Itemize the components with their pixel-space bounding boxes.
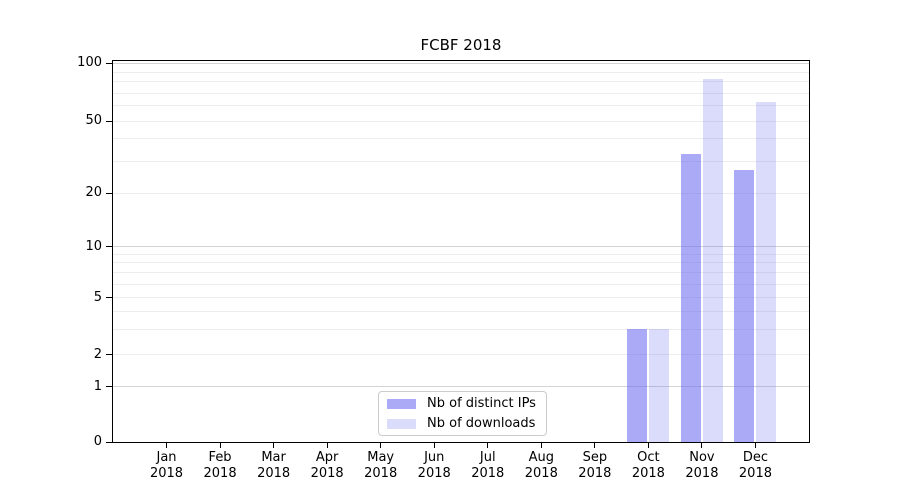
x-tick-month: Jul (479, 450, 496, 465)
plot-area (112, 60, 810, 443)
x-tick-label: Aug 2018 (501, 450, 581, 482)
x-tick-year: 2018 (685, 466, 719, 481)
x-tick-month: Feb (208, 450, 232, 465)
x-tick (326, 443, 328, 448)
y-gridline-minor (113, 138, 809, 140)
y-gridline-minor (113, 328, 809, 330)
y-tick (106, 386, 112, 388)
x-tick-label: Nov 2018 (662, 450, 742, 482)
y-gridline-minor (113, 160, 809, 162)
x-tick-label: Mar 2018 (234, 450, 314, 482)
y-tick-label: 10 (85, 238, 102, 254)
y-tick-label: 5 (93, 289, 102, 305)
x-tick (754, 443, 756, 448)
x-tick (273, 443, 275, 448)
y-gridline-minor (113, 192, 809, 194)
x-tick-month: Mar (261, 450, 286, 465)
legend-swatch (387, 418, 416, 429)
y-gridline-major (113, 62, 809, 64)
bar-downloads (702, 78, 723, 442)
x-tick-year: 2018 (471, 466, 505, 481)
x-tick-month: Apr (315, 450, 339, 465)
x-tick-month: Dec (742, 450, 769, 465)
y-tick-label: 50 (85, 113, 102, 129)
y-gridline-minor (113, 297, 809, 299)
y-tick (106, 354, 112, 356)
x-tick-label: Sep 2018 (555, 450, 635, 482)
legend-label: Nb of distinct IPs (427, 396, 536, 411)
y-gridline-major (113, 386, 809, 388)
y-gridline-minor (113, 272, 809, 274)
x-tick-month: Jun (424, 450, 445, 465)
y-gridline-minor (113, 354, 809, 356)
y-tick (106, 297, 112, 299)
y-gridline-minor (113, 92, 809, 94)
x-tick-month: Oct (637, 450, 660, 465)
x-tick-year: 2018 (417, 466, 451, 481)
bar-distinct-ips (734, 169, 755, 442)
x-tick (487, 443, 489, 448)
x-tick-year: 2018 (257, 466, 291, 481)
x-tick (594, 443, 596, 448)
legend: Nb of distinct IPs Nb of downloads (378, 391, 547, 436)
y-tick-label: 1 (93, 378, 102, 394)
x-tick-year: 2018 (364, 466, 398, 481)
x-tick-label: Feb 2018 (180, 450, 260, 482)
x-tick (219, 443, 221, 448)
legend-swatch (387, 398, 416, 409)
x-tick-month: Aug (528, 450, 554, 465)
y-gridline-minor (113, 120, 809, 122)
x-tick-year: 2018 (310, 466, 344, 481)
x-tick (166, 443, 168, 448)
y-tick (106, 192, 112, 194)
bar-distinct-ips (680, 153, 701, 442)
y-tick (106, 441, 112, 443)
x-tick-month: Nov (689, 450, 715, 465)
x-tick-label: Jun 2018 (394, 450, 474, 482)
x-tick-year: 2018 (738, 466, 772, 481)
legend-item-downloads: Nb of downloads (387, 417, 538, 430)
legend-item-distinct-ips: Nb of distinct IPs (387, 397, 538, 410)
y-gridline-minor (113, 105, 809, 107)
y-tick (106, 120, 112, 122)
y-gridline-minor (113, 283, 809, 285)
y-gridline-minor (113, 81, 809, 83)
chart-title: FCBF 2018 (420, 36, 502, 54)
bar-distinct-ips (627, 329, 648, 442)
y-gridline-minor (113, 262, 809, 264)
x-tick-label: Oct 2018 (608, 450, 688, 482)
x-tick (380, 443, 382, 448)
y-tick-label: 100 (77, 55, 102, 71)
x-tick (647, 443, 649, 448)
y-tick-label: 0 (93, 434, 102, 449)
x-tick-year: 2018 (203, 466, 237, 481)
y-tick-label: 20 (85, 185, 102, 201)
x-tick (540, 443, 542, 448)
bar-downloads (756, 101, 777, 442)
y-gridline-minor (113, 253, 809, 255)
x-tick-label: Dec 2018 (715, 450, 795, 482)
x-tick (701, 443, 703, 448)
x-tick-label: Jan 2018 (127, 450, 207, 482)
x-tick-year: 2018 (578, 466, 612, 481)
x-tick-year: 2018 (524, 466, 558, 481)
y-gridline-minor (113, 311, 809, 313)
y-gridline-major (113, 246, 809, 247)
x-tick-label: Jul 2018 (448, 450, 528, 482)
x-tick-year: 2018 (631, 466, 665, 481)
y-tick-label: 2 (93, 346, 102, 362)
x-tick-month: Sep (582, 450, 608, 465)
x-tick-year: 2018 (149, 466, 184, 481)
x-tick-month: Jan (156, 450, 177, 465)
y-tick (106, 62, 112, 64)
y-tick (106, 246, 112, 247)
x-tick-label: Apr 2018 (287, 450, 367, 482)
x-tick (433, 443, 435, 448)
x-tick-label: May 2018 (341, 450, 421, 482)
legend-label: Nb of downloads (427, 416, 536, 431)
x-tick-month: May (367, 450, 395, 465)
bar-downloads (649, 329, 670, 442)
y-gridline-minor (113, 71, 809, 73)
